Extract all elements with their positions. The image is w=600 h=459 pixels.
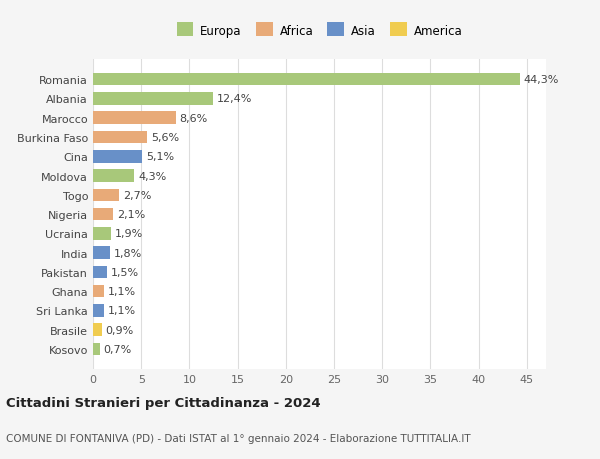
Text: 5,1%: 5,1%	[146, 152, 174, 162]
Text: 1,8%: 1,8%	[114, 248, 142, 258]
Text: 0,7%: 0,7%	[104, 344, 132, 354]
Text: 12,4%: 12,4%	[217, 94, 252, 104]
Bar	[93, 247, 110, 259]
Text: 1,9%: 1,9%	[115, 229, 143, 239]
Bar	[93, 343, 100, 355]
Text: 1,5%: 1,5%	[112, 267, 139, 277]
Bar	[93, 170, 134, 182]
Bar	[93, 285, 104, 298]
Text: 2,7%: 2,7%	[123, 190, 151, 200]
Bar	[93, 324, 101, 336]
Bar	[93, 93, 212, 106]
Bar	[93, 189, 119, 202]
Bar	[93, 74, 520, 86]
Bar	[93, 131, 147, 144]
Text: 1,1%: 1,1%	[107, 286, 136, 297]
Text: Cittadini Stranieri per Cittadinanza - 2024: Cittadini Stranieri per Cittadinanza - 2…	[6, 396, 320, 409]
Text: 2,1%: 2,1%	[117, 210, 145, 219]
Legend: Europa, Africa, Asia, America: Europa, Africa, Asia, America	[176, 25, 463, 38]
Bar	[93, 228, 112, 240]
Bar	[93, 112, 176, 125]
Text: 5,6%: 5,6%	[151, 133, 179, 143]
Text: 44,3%: 44,3%	[524, 75, 559, 85]
Text: 0,9%: 0,9%	[106, 325, 134, 335]
Bar	[93, 266, 107, 279]
Bar	[93, 208, 113, 221]
Text: COMUNE DI FONTANIVA (PD) - Dati ISTAT al 1° gennaio 2024 - Elaborazione TUTTITAL: COMUNE DI FONTANIVA (PD) - Dati ISTAT al…	[6, 433, 470, 442]
Text: 1,1%: 1,1%	[107, 306, 136, 316]
Text: 4,3%: 4,3%	[139, 171, 167, 181]
Bar	[93, 304, 104, 317]
Bar	[93, 151, 142, 163]
Text: 8,6%: 8,6%	[180, 113, 208, 123]
